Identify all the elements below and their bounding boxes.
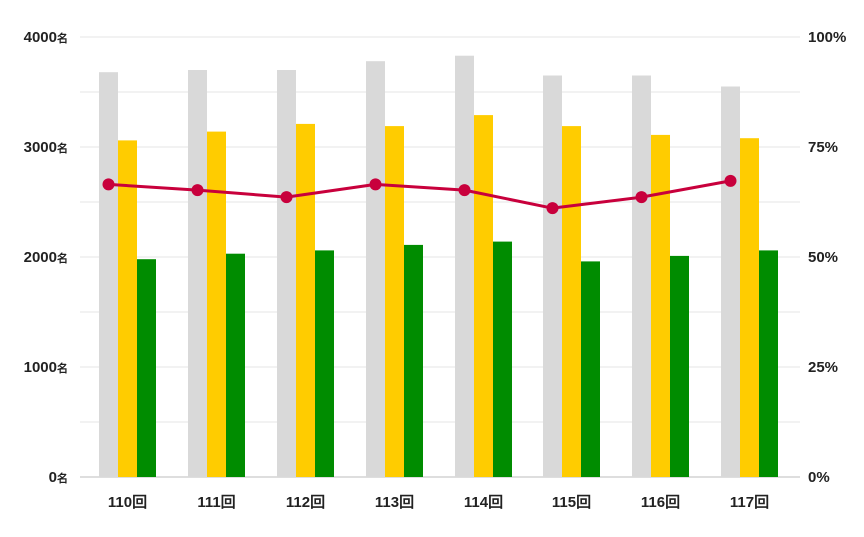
y-tick-label: 1000名 [24,359,68,376]
bar-series-1 [277,70,296,477]
bar-series-2 [385,126,404,477]
line-point [724,174,737,187]
x-tick-label: 116回 [641,494,680,511]
x-tick-label: 112回 [286,494,325,511]
bar-series-3 [404,244,423,477]
bar-series-2 [740,138,759,477]
axes: 0名 1000名 2000名 3000名 4000名 0% 25% 50% 75% 100% 110… [24,29,847,511]
y2-tick-label: 75% [808,139,838,156]
line-point [546,202,559,215]
bar-series-2 [296,123,315,478]
x-tick-label: 114回 [464,494,503,511]
bar-series-2 [118,140,137,477]
bar-series-3 [581,261,600,477]
bar-series-1 [455,55,474,477]
bar-series-2 [474,115,493,477]
y2-tick-label: 100% [808,29,846,46]
line-point [280,191,293,204]
x-tick-label: 115回 [552,494,591,511]
bar-series-1 [99,72,118,477]
y-tick-label: 4000名 [24,29,68,46]
bar-series-2 [651,134,670,477]
line-point [458,184,471,197]
line-series [102,174,737,215]
bar-series [99,55,778,478]
y-tick-label: 3000名 [24,139,68,156]
line-point [635,191,648,204]
bar-series-3 [315,250,334,477]
bar-series-3 [670,255,689,477]
line-point [191,184,204,197]
bar-series-1 [721,86,740,477]
x-tick-label: 110回 [108,494,147,511]
bar-series-1 [543,75,562,477]
x-tick-label: 111回 [197,494,235,511]
bar-series-1 [632,75,651,477]
bar-series-1 [366,61,385,477]
y2-tick-label: 0% [808,469,830,486]
line-point [369,178,382,191]
y2-tick-label: 25% [808,359,838,376]
y2-tick-label: 50% [808,249,838,266]
bar-series-3 [137,259,156,477]
bar-series-1 [188,70,207,477]
y-tick-label: 0名 [49,469,68,486]
line-path [108,179,731,210]
bar-series-3 [493,241,512,477]
bar-series-2 [207,131,226,477]
x-tick-label: 117回 [730,494,769,511]
y-tick-label: 2000名 [24,249,68,266]
line-point [102,178,115,191]
bar-series-2 [562,126,581,477]
x-tick-label: 113回 [375,494,414,511]
bar-series-3 [226,253,245,477]
bar-series-3 [759,250,778,477]
